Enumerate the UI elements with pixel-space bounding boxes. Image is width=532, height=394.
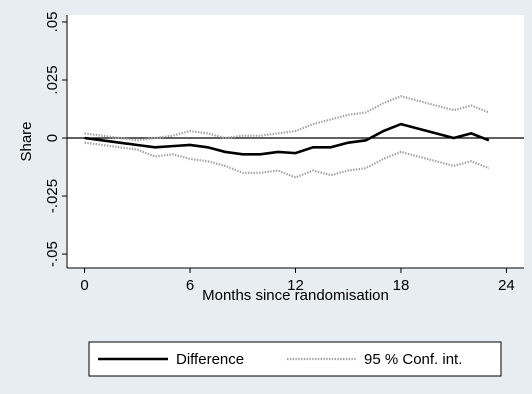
x-axis-label: Months since randomisation (202, 287, 389, 304)
y-tick-label: -.025 (44, 179, 61, 213)
x-tick-label: 6 (186, 277, 194, 294)
series-line-ci-lower (84, 141, 490, 179)
legend-label-conf-int: 95 % Conf. int. (364, 351, 462, 368)
plot-area (67, 15, 524, 268)
series-line-difference (84, 122, 490, 156)
x-tick-label: 24 (498, 277, 515, 294)
legend-label-difference: Difference (176, 351, 244, 368)
x-tick-label: 18 (393, 277, 410, 294)
y-axis-label: Share (18, 121, 35, 161)
x-tick-label: 0 (80, 277, 88, 294)
series-line-ci-upper (84, 95, 490, 142)
y-tick-label: .05 (44, 12, 61, 33)
y-tick-label: 0 (44, 134, 61, 142)
y-tick-label: .025 (44, 65, 61, 94)
x-tick-label: 12 (287, 277, 304, 294)
y-tick-label: -.05 (44, 241, 61, 267)
